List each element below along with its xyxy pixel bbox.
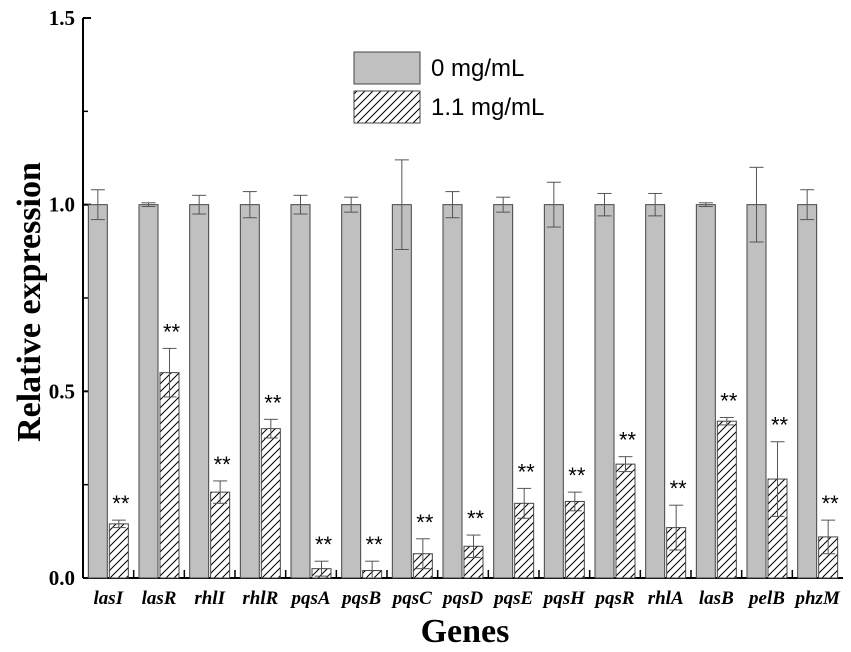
bar-control <box>797 204 818 579</box>
bar-control <box>87 204 108 579</box>
y-axis-title: Relative expression <box>11 162 48 442</box>
x-tick-label: phzM <box>793 588 840 609</box>
bar-control <box>645 204 666 579</box>
bar-control <box>189 204 210 579</box>
x-tick-label: lasR <box>142 588 177 609</box>
bar-control <box>594 204 615 579</box>
bar-control <box>493 204 514 579</box>
bar-treated <box>260 428 281 579</box>
significance-label: ** <box>163 319 181 344</box>
x-axis-title: Genes <box>421 613 510 650</box>
significance-label: ** <box>518 459 536 484</box>
x-tick-label: pqsE <box>492 588 533 609</box>
bar-treated <box>159 372 180 579</box>
legend-swatch <box>353 51 421 85</box>
bar-treated <box>615 463 636 579</box>
x-tick-label: rhlR <box>242 588 278 609</box>
bar-control <box>138 204 159 579</box>
bar-control <box>695 204 716 579</box>
bar-control <box>239 204 260 579</box>
legend-label: 1.1 mg/mL <box>431 94 544 121</box>
significance-label: ** <box>670 476 688 501</box>
significance-label: ** <box>214 452 232 477</box>
significance-label: ** <box>822 491 840 516</box>
significance-label: ** <box>366 532 384 557</box>
significance-label: ** <box>771 413 789 438</box>
x-tick-label: pqsR <box>593 588 634 609</box>
x-tick-label: rhlI <box>194 588 225 609</box>
significance-label: ** <box>720 388 738 413</box>
bar-control <box>746 204 767 579</box>
legend-label: 0 mg/mL <box>431 55 524 82</box>
significance-label: ** <box>467 506 485 531</box>
bar-treated <box>210 491 231 579</box>
x-tick-label: pqsA <box>289 588 330 609</box>
x-tick-label: pqsH <box>542 588 586 609</box>
bar-control <box>442 204 463 579</box>
significance-label: ** <box>619 428 637 453</box>
x-tick-label: lasB <box>699 588 734 609</box>
bar-treated <box>108 523 129 579</box>
significance-label: ** <box>264 390 282 415</box>
x-tick-label: rhlA <box>648 588 684 609</box>
legend: 0 mg/mL 1.1 mg/mL <box>353 51 544 124</box>
x-tick-label: pelB <box>747 588 785 609</box>
x-tick-label: pqsD <box>441 588 483 609</box>
bar-control <box>543 204 564 579</box>
y-tick-label: 1.0 <box>49 193 75 217</box>
bar-control <box>341 204 362 579</box>
x-tick-label: pqsC <box>391 588 432 609</box>
plot-area: 0.0 0.5 1.0 1.5 ** lasI ** lasR ** rhlI ** rhlR ** pq… <box>49 6 843 609</box>
bar-control <box>290 204 311 579</box>
y-tick-label: 0.0 <box>49 566 75 590</box>
y-tick-label: 1.5 <box>49 6 75 30</box>
significance-label: ** <box>568 463 586 488</box>
x-tick-label: pqsB <box>340 588 381 609</box>
x-tick-label: lasI <box>94 588 124 609</box>
y-tick-label: 0.5 <box>49 379 75 403</box>
significance-label: ** <box>416 510 434 535</box>
bar-treated <box>716 420 737 579</box>
significance-label: ** <box>315 532 333 557</box>
bar-control <box>391 204 412 579</box>
legend-swatch <box>353 90 421 124</box>
bar-treated <box>564 500 585 579</box>
significance-label: ** <box>112 491 130 516</box>
